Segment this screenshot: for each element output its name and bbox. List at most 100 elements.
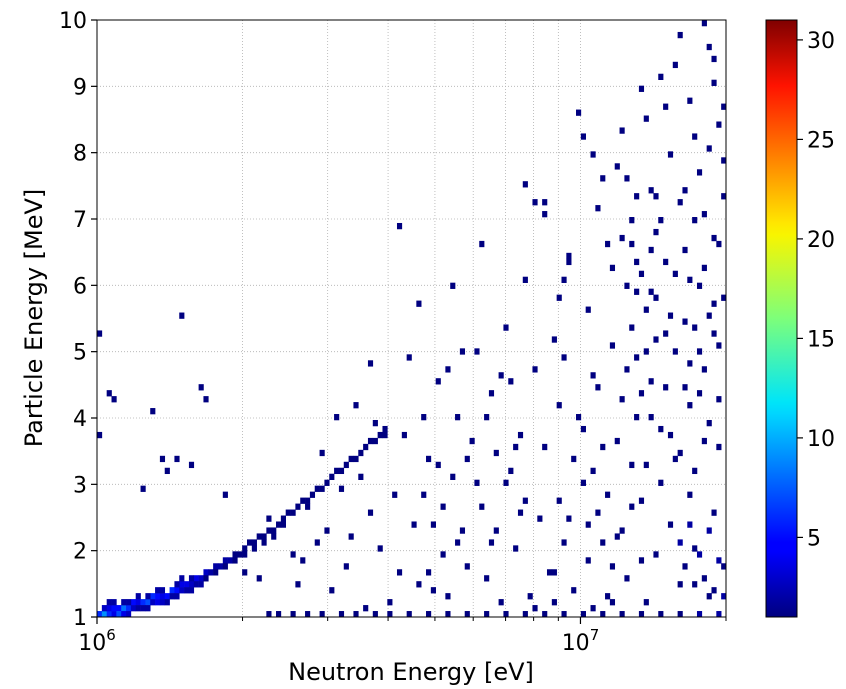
heatmap-cell [537,515,543,522]
heatmap-cell [658,425,664,433]
heatmap-cell [314,485,320,492]
heatmap-cell [290,551,296,558]
heatmap-cell [440,503,446,510]
heatmap-cell [566,252,572,260]
heatmap-cell [701,366,707,373]
heatmap-cell [585,306,591,313]
heatmap-cell [101,611,107,618]
heatmap-cell [721,563,727,570]
heatmap-cell [556,497,562,504]
heatmap-cell [716,443,722,451]
heatmap-cell [184,581,190,588]
heatmap-cell [106,390,112,397]
heatmap-cell [696,169,703,176]
heatmap-cell [300,557,306,564]
heatmap-cell [614,437,620,445]
heatmap-cell [624,575,630,582]
heatmap-cell [106,599,112,606]
heatmap-cell [159,587,166,594]
heatmap-cell [629,503,635,510]
heatmap-cell [435,461,441,469]
heatmap-cell [155,593,161,600]
colorbar-tick-label: 10 [807,427,835,452]
heatmap-cell [696,551,703,558]
heatmap-cell [484,575,490,582]
heatmap-cell [300,497,306,504]
heatmap-cell [687,402,693,409]
heatmap-cell [692,467,698,475]
heatmap-cell [580,479,586,486]
heatmap-cell [290,509,296,516]
heatmap-cell [135,605,141,612]
heatmap-cell [430,587,436,594]
heatmap-cell [271,527,277,534]
heatmap-cell [600,175,606,182]
heatmap-cell [309,491,316,498]
heatmap-cell [348,455,354,463]
heatmap-cell [672,348,678,355]
heatmap-cell [111,396,117,403]
heatmap-cell [576,109,582,116]
plot-area [96,19,727,618]
plot-frame [96,19,727,618]
heatmap-cell [188,575,195,582]
heatmap-cell [658,611,664,618]
heatmap-cell [251,545,257,552]
heatmap-cell [353,402,359,409]
heatmap-cell [353,611,359,618]
heatmap-cell [150,599,156,606]
heatmap-cell [305,497,311,504]
heatmap-cell [667,312,674,319]
heatmap-cell [488,539,495,546]
heatmap-cell [377,545,383,552]
heatmap-cell [135,599,141,606]
heatmap-cell [338,467,345,475]
y-tick-label: 5 [73,341,87,366]
y-tick-label: 8 [73,142,87,167]
heatmap-cell [97,330,103,337]
heatmap-cell [155,587,161,594]
heatmap-cell [493,449,499,457]
heatmap-cell [663,384,669,391]
heatmap-cell [367,360,374,367]
heatmap-cell [334,414,340,421]
heatmap-cell [658,479,664,486]
heatmap-cell [522,611,528,618]
heatmap-cell [474,348,480,355]
heatmap-cell [111,605,117,612]
heatmap-cell [513,443,519,451]
heatmap-cell [605,240,611,248]
heatmap-cell [498,372,504,379]
heatmap-cell [464,563,470,570]
heatmap-cell [97,431,103,439]
heatmap-cell [479,240,485,248]
heatmap-cell [522,276,528,283]
heatmap-cell [188,581,195,588]
heatmap-cell [440,551,446,558]
heatmap-cell [266,527,272,534]
heatmap-cell [116,611,122,618]
colorbar-tick-label: 20 [807,228,835,253]
colorbar-tick-label: 25 [807,128,835,153]
heatmap-cell [464,455,470,463]
heatmap-cell [546,569,553,576]
heatmap-cell [551,336,557,343]
heatmap-cell [387,611,393,618]
y-tick-label: 1 [73,606,87,631]
heatmap-cell [256,533,262,540]
heatmap-cell [377,431,383,439]
heatmap-cell [464,611,470,618]
heatmap-cell [614,163,620,170]
y-tick-label: 10 [59,9,87,34]
heatmap-cell [387,599,393,606]
heatmap-cell [619,396,625,403]
heatmap-cell [426,569,432,576]
heatmap-cell [145,605,151,612]
heatmap-cell [396,569,403,576]
heatmap-cell [445,611,451,618]
y-axis-label: Particle Energy [MeV] [20,189,48,448]
heatmap-cell [711,55,717,63]
heatmap-cell [667,431,674,439]
heatmap-cell [590,467,596,475]
heatmap-cell [106,605,112,612]
